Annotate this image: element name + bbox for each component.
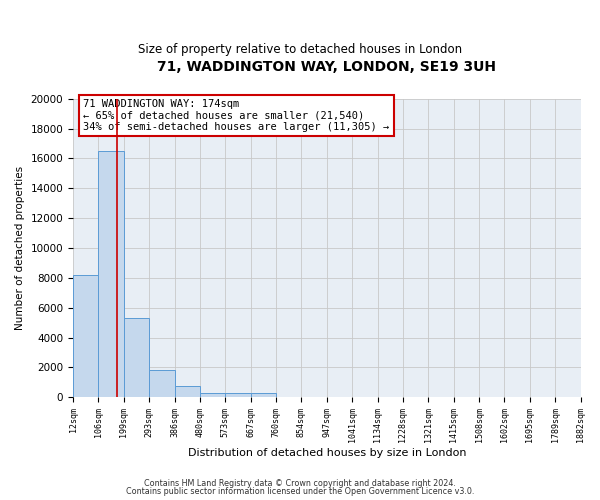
Bar [225,393,251,397]
Bar [251,393,276,397]
Bar [200,392,225,397]
Bar [98,151,124,397]
Title: 71, WADDINGTON WAY, LONDON, SE19 3UH: 71, WADDINGTON WAY, LONDON, SE19 3UH [157,60,496,74]
Text: Contains public sector information licensed under the Open Government Licence v3: Contains public sector information licen… [126,487,474,496]
Bar [73,275,98,397]
Bar [149,370,175,397]
Bar [175,386,200,397]
Text: Contains HM Land Registry data © Crown copyright and database right 2024.: Contains HM Land Registry data © Crown c… [144,478,456,488]
Text: 71 WADDINGTON WAY: 174sqm
← 65% of detached houses are smaller (21,540)
34% of s: 71 WADDINGTON WAY: 174sqm ← 65% of detac… [83,99,389,132]
Y-axis label: Number of detached properties: Number of detached properties [15,166,25,330]
Bar [124,318,149,397]
Text: Size of property relative to detached houses in London: Size of property relative to detached ho… [138,42,462,56]
X-axis label: Distribution of detached houses by size in London: Distribution of detached houses by size … [188,448,466,458]
